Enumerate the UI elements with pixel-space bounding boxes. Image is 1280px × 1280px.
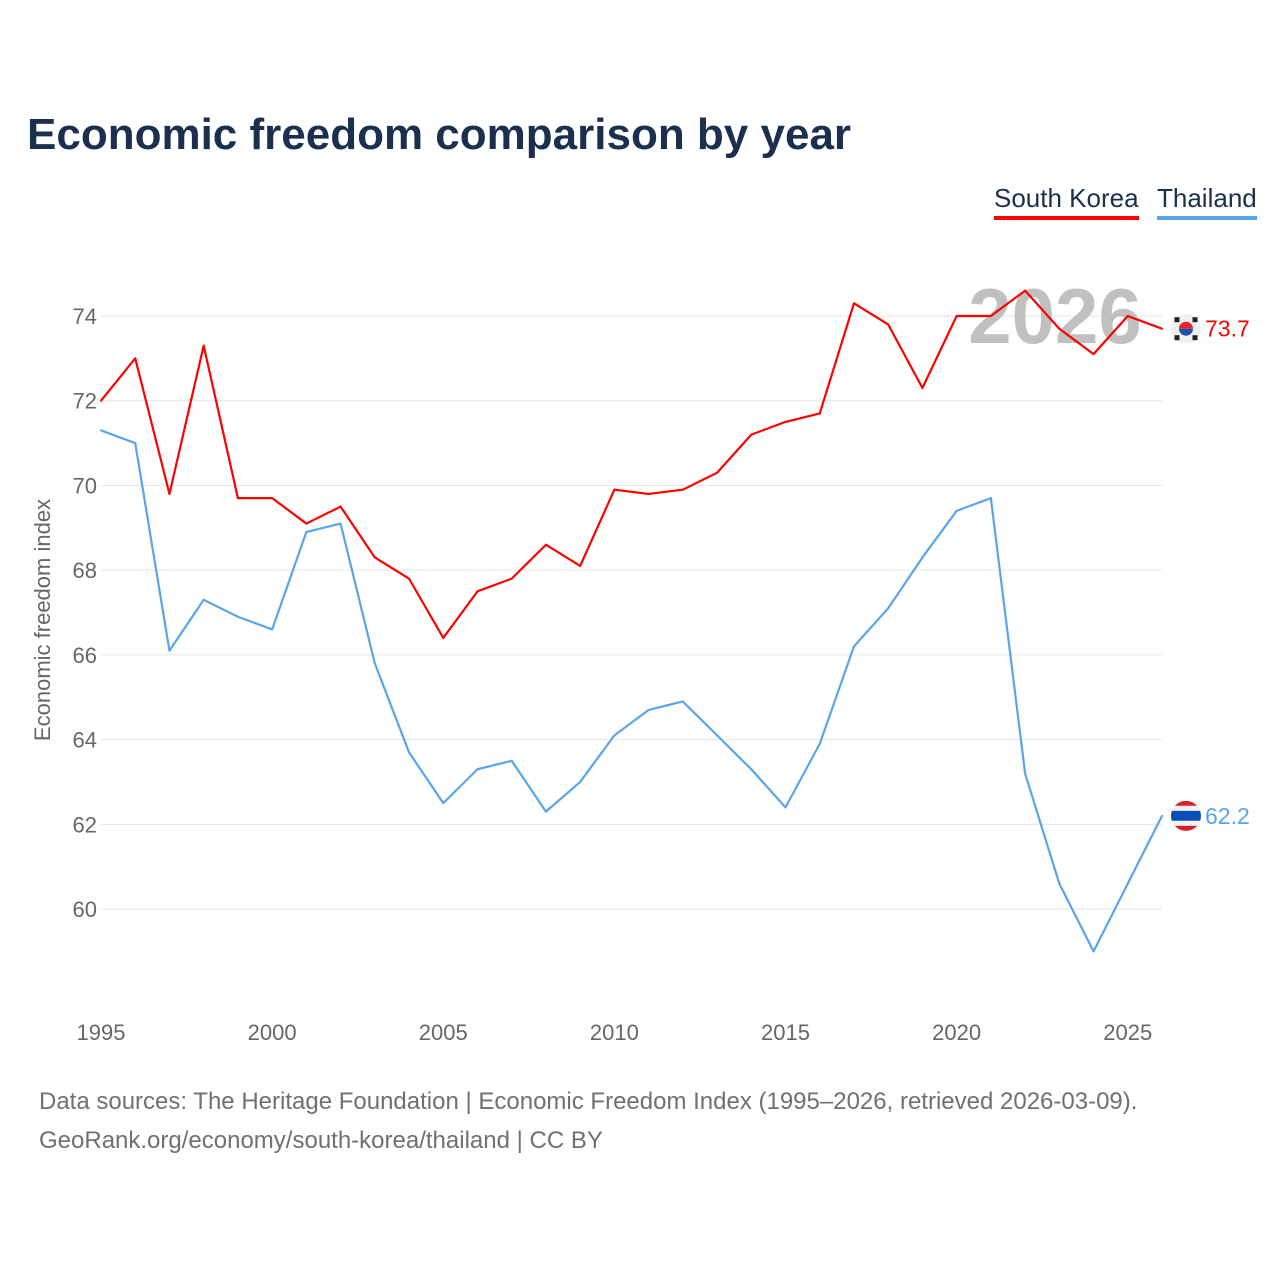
data-point: [1058, 882, 1061, 885]
data-point: [955, 315, 958, 317]
end-value-label: 62.2: [1205, 803, 1250, 829]
series-line-south-korea: [100, 289, 1163, 640]
data-point: [852, 645, 855, 648]
data-point: [852, 302, 855, 305]
data-point: [373, 662, 376, 665]
x-tick-label: 2020: [932, 1020, 981, 1045]
data-point: [750, 433, 753, 436]
data-point: [236, 497, 239, 500]
data-point: [784, 806, 787, 809]
data-point: [647, 492, 650, 495]
data-point: [476, 768, 479, 771]
y-tick-label: 64: [73, 728, 97, 753]
x-tick-label: 1995: [77, 1020, 126, 1045]
y-axis-label: Economic freedom index: [30, 499, 55, 741]
data-point: [818, 412, 821, 415]
data-point: [887, 323, 890, 326]
data-point: [271, 497, 274, 500]
south-korea-flag-icon: [1171, 313, 1201, 344]
legend-thailand[interactable]: Thailand: [1157, 183, 1257, 220]
data-point: [784, 420, 787, 423]
end-value-label: 73.7: [1205, 316, 1250, 342]
y-tick-label: 74: [73, 304, 97, 329]
data-point: [442, 636, 445, 639]
legend-south-korea[interactable]: South Korea: [994, 183, 1139, 220]
year-watermark: 2026: [968, 272, 1142, 360]
data-point: [476, 590, 479, 593]
y-tick-label: 70: [73, 473, 97, 498]
data-point: [100, 399, 102, 402]
x-tick-label: 2000: [248, 1020, 297, 1045]
data-point: [202, 344, 205, 347]
footer-credit: GeoRank.org/economy/south-korea/thailand…: [39, 1127, 603, 1154]
x-tick-label: 2010: [590, 1020, 639, 1045]
data-point: [510, 759, 513, 762]
data-point: [168, 649, 171, 652]
chart-title: Economic freedom comparison by year: [27, 110, 852, 159]
data-point: [442, 802, 445, 805]
data-point: [408, 577, 411, 580]
data-point: [716, 471, 719, 474]
data-point: [750, 768, 753, 771]
data-point: [305, 531, 308, 534]
data-point: [236, 615, 239, 618]
data-point: [134, 357, 137, 360]
x-tick-label: 2025: [1103, 1020, 1152, 1045]
data-point: [1092, 950, 1095, 953]
data-point: [579, 564, 582, 567]
data-point: [305, 522, 308, 525]
data-point: [1024, 289, 1027, 292]
data-point: [818, 742, 821, 745]
x-tick-label: 2005: [419, 1020, 468, 1045]
data-point: [716, 734, 719, 737]
data-point: [202, 598, 205, 601]
data-point: [1161, 327, 1163, 330]
data-point: [989, 497, 992, 500]
data-point: [1126, 882, 1129, 885]
y-tick-label: 72: [73, 389, 97, 414]
data-point: [373, 556, 376, 559]
data-point: [887, 607, 890, 610]
data-point: [647, 708, 650, 711]
data-point: [134, 442, 137, 445]
data-point: [955, 509, 958, 512]
data-point: [681, 700, 684, 703]
y-tick-label: 62: [73, 812, 97, 837]
footer-sources: Data sources: The Heritage Foundation | …: [39, 1088, 1138, 1115]
data-point: [989, 315, 992, 317]
y-tick-label: 66: [73, 643, 97, 668]
data-point: [681, 488, 684, 491]
data-point: [408, 751, 411, 754]
data-point: [544, 543, 547, 546]
data-point: [339, 522, 342, 525]
data-point: [168, 492, 171, 495]
y-tick-label: 68: [73, 558, 97, 583]
data-point: [1126, 315, 1129, 317]
data-point: [579, 780, 582, 783]
data-point: [1058, 327, 1061, 330]
data-point: [100, 429, 102, 432]
series-line-thailand: [100, 429, 1163, 953]
data-point: [1092, 353, 1095, 356]
data-point: [921, 556, 924, 559]
data-point: [613, 734, 616, 737]
data-point: [510, 577, 513, 580]
y-tick-label: 60: [73, 897, 97, 922]
data-point: [1024, 772, 1027, 775]
data-point: [613, 488, 616, 491]
data-point: [271, 628, 274, 631]
data-point: [339, 505, 342, 508]
data-point: [921, 387, 924, 390]
x-tick-label: 2015: [761, 1020, 810, 1045]
data-point: [544, 810, 547, 813]
data-point: [1161, 814, 1163, 817]
thailand-flag-icon: [1171, 800, 1201, 831]
